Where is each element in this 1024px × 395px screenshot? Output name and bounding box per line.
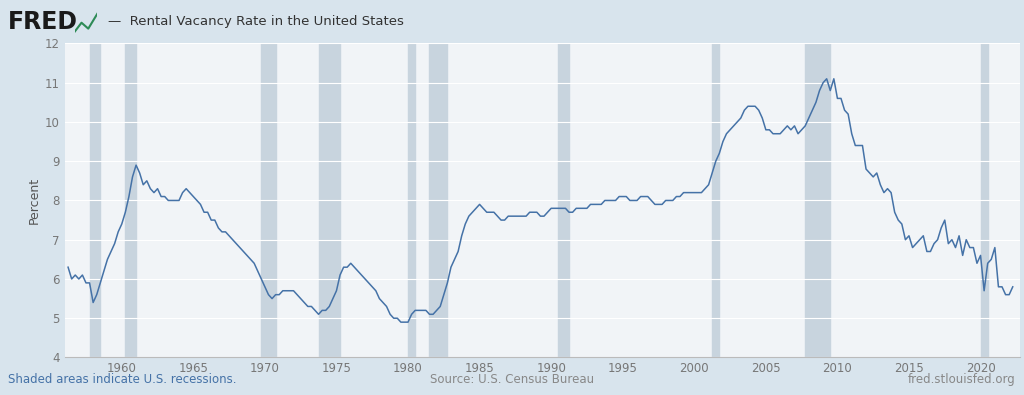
- Bar: [558, 43, 569, 357]
- Text: Shaded areas indicate U.S. recessions.: Shaded areas indicate U.S. recessions.: [8, 373, 237, 386]
- Bar: [805, 43, 830, 357]
- Bar: [408, 43, 415, 357]
- Bar: [712, 43, 719, 357]
- Bar: [429, 43, 447, 357]
- Bar: [89, 43, 100, 357]
- Text: FRED: FRED: [8, 9, 78, 34]
- Bar: [261, 43, 275, 357]
- Text: —  Rental Vacancy Rate in the United States: — Rental Vacancy Rate in the United Stat…: [108, 15, 403, 28]
- Bar: [125, 43, 136, 357]
- Text: Source: U.S. Census Bureau: Source: U.S. Census Bureau: [430, 373, 594, 386]
- Bar: [318, 43, 340, 357]
- Text: fred.stlouisfed.org: fred.stlouisfed.org: [908, 373, 1016, 386]
- Bar: [981, 43, 988, 357]
- Y-axis label: Percent: Percent: [28, 177, 41, 224]
